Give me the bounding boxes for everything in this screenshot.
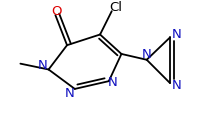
Text: N: N <box>107 76 117 89</box>
Text: O: O <box>51 5 61 18</box>
Text: N: N <box>65 87 74 100</box>
Text: N: N <box>171 28 181 41</box>
Text: N: N <box>171 79 181 93</box>
Text: N: N <box>141 48 151 61</box>
Text: Cl: Cl <box>109 1 122 14</box>
Text: N: N <box>38 59 47 72</box>
